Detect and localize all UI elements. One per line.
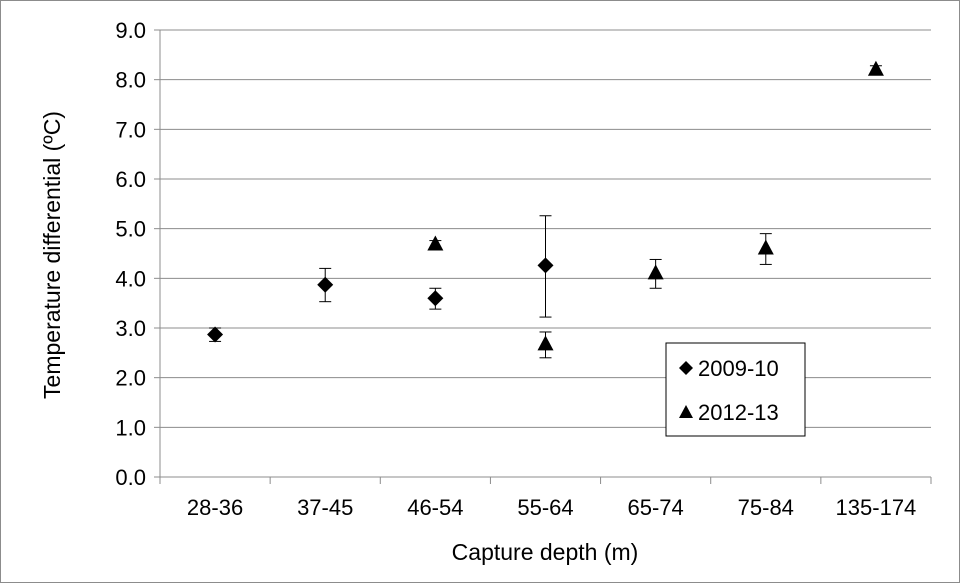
y-tick-label: 0.0 [115,465,146,490]
x-tick-label: 135-174 [836,495,917,520]
y-tick-label: 7.0 [115,117,146,142]
data-point-diamond [537,257,554,274]
tick-labels: 0.0 1.0 2.0 3.0 4.0 5.0 6.0 7.0 8.0 9.0 28-36 37-45… [115,18,916,520]
y-tick-label: 3.0 [115,316,146,341]
axes [154,29,932,484]
y-tick-label: 1.0 [115,415,146,440]
x-tick-label: 65-74 [628,495,684,520]
y-tick-label: 9.0 [115,18,146,43]
data-points [207,60,884,359]
x-tick-label: 75-84 [738,495,794,520]
data-point-triangle [757,239,774,255]
legend: 2009-10 2012-13 [665,342,806,437]
data-point-triangle [537,335,554,351]
y-tick-label: 2.0 [115,366,146,391]
x-tick-label: 28-36 [187,495,243,520]
y-tick-label: 6.0 [115,167,146,192]
x-tick-label: 55-64 [517,495,573,520]
x-tick-label: 37-45 [297,495,353,520]
data-point-triangle [427,235,444,251]
legend-diamond-icon [679,361,693,375]
data-point-diamond [207,326,224,343]
data-point-triangle [867,60,884,76]
legend-box [665,342,806,437]
data-point-diamond [317,276,334,293]
y-tick-label: 5.0 [115,217,146,242]
x-axis-title: Capture depth (m) [452,539,639,565]
data-point-diamond [427,290,444,307]
y-axis-title: Temperature differential (ºC) [39,111,65,399]
x-tick-label: 46-54 [407,495,463,520]
y-tick-label: 8.0 [115,68,146,93]
legend-label-2009-10: 2009-10 [698,356,779,381]
data-point-triangle [647,264,664,280]
legend-triangle-icon [679,405,693,418]
legend-label-2012-13: 2012-13 [698,400,779,425]
y-tick-label: 4.0 [115,266,146,291]
